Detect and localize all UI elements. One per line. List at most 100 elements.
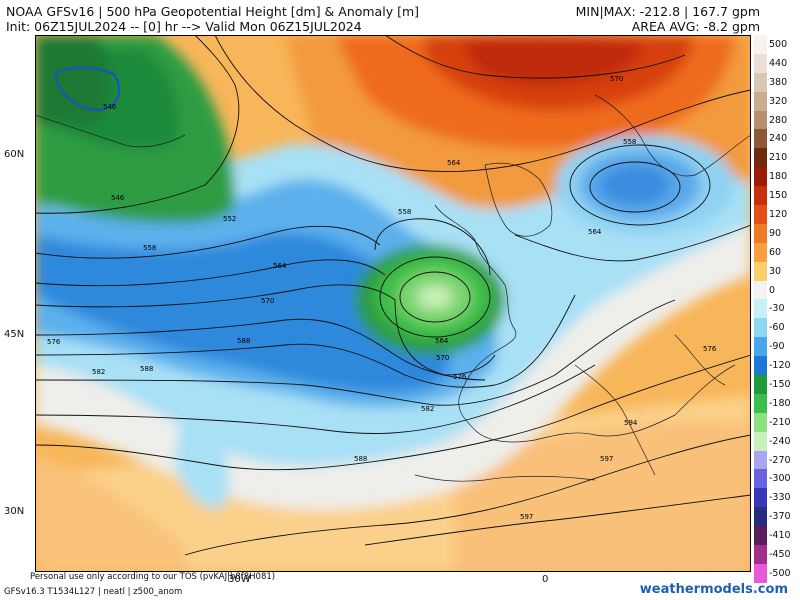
colorbar-swatch — [754, 431, 767, 451]
colorbar-label: -270 — [769, 454, 791, 466]
colorbar-label: -410 — [769, 530, 791, 542]
colorbar-entry: -240 — [752, 431, 800, 451]
anomaly-map: 546 546 552 558 564 570 576 582 588 594 … — [35, 35, 751, 572]
colorbar-swatch — [754, 186, 767, 206]
colorbar-swatch — [754, 526, 767, 546]
contour-label: 570 — [610, 75, 623, 83]
colorbar-entry: -210 — [752, 412, 800, 432]
colorbar-label: 90 — [769, 227, 782, 239]
colorbar-entry: -370 — [752, 507, 800, 527]
colorbar-entry: 30 — [752, 261, 800, 281]
model-info: GFSv16.3 T1534L127 | neatl | z500_anom — [4, 587, 183, 597]
colorbar-swatch — [754, 223, 767, 243]
colorbar-entry: -180 — [752, 393, 800, 413]
height-contours — [35, 35, 751, 556]
colorbar-entry: 210 — [752, 148, 800, 168]
colorbar-label: 240 — [769, 133, 788, 145]
colorbar-label: 500 — [769, 39, 788, 50]
colorbar-entry: 500 — [752, 35, 800, 54]
colorbar-entry: -270 — [752, 450, 800, 470]
contour-label: 564 — [435, 337, 449, 345]
colorbar-swatch — [754, 356, 767, 376]
contour-label: 588 — [140, 365, 153, 373]
colorbar-label: -240 — [769, 435, 791, 447]
site-link[interactable]: weathermodels.com — [639, 582, 788, 597]
contour-label: 594 — [624, 419, 638, 427]
colorbar-entry: -450 — [752, 545, 800, 564]
colorbar-entry: -150 — [752, 375, 800, 394]
lon-label-30w: 30W — [228, 574, 251, 585]
contour-label: 546 — [111, 194, 125, 202]
colorbar-swatch — [754, 110, 767, 130]
map-frame — [35, 35, 751, 572]
colorbar-swatch — [754, 507, 767, 527]
colorbar-swatch — [754, 280, 767, 300]
contour-label: 582 — [92, 368, 105, 376]
colorbar-entry: 90 — [752, 223, 800, 243]
colorbar-swatch — [754, 375, 767, 394]
colorbar-label: 380 — [769, 76, 788, 88]
colorbar-swatch — [754, 91, 767, 111]
lat-label-45n: 45N — [4, 329, 25, 340]
colorbar-swatch — [754, 242, 767, 262]
contour-label: 576 — [453, 373, 467, 381]
colorbar-swatch — [754, 261, 767, 281]
colorbar-entry: -30 — [752, 299, 800, 319]
colorbar-entry: -410 — [752, 526, 800, 546]
colorbar-label: -330 — [769, 492, 791, 504]
colorbar-swatch — [754, 167, 767, 187]
colorbar-swatch — [754, 469, 767, 489]
contour-label: 597 — [520, 513, 533, 521]
colorbar-label: 180 — [769, 171, 788, 183]
contour-labels: 546 546 552 558 564 570 576 582 588 594 … — [47, 75, 717, 521]
area-avg-readout: AREA AVG: -8.2 gpm — [631, 19, 760, 34]
colorbar-swatch — [754, 148, 767, 168]
map-title: NOAA GFSv16 | 500 hPa Geopotential Heigh… — [6, 4, 419, 19]
colorbar-label: -500 — [769, 567, 791, 579]
coastlines — [35, 94, 751, 482]
colorbar-swatch — [754, 450, 767, 470]
contour-label: 564 — [447, 159, 461, 167]
colorbar-swatch — [754, 299, 767, 319]
anomaly-shading — [35, 35, 751, 572]
colorbar-swatch — [754, 488, 767, 508]
colorbar-entry: -300 — [752, 469, 800, 489]
colorbar-swatch — [754, 412, 767, 432]
colorbar-label: -450 — [769, 549, 791, 561]
colorbar-entry: 0 — [752, 280, 800, 300]
colorbar-swatch — [754, 337, 767, 357]
colorbar-label: 120 — [769, 209, 788, 221]
map-stats-block: MIN|MAX: -212.8 | 167.7 gpm AREA AVG: -8… — [576, 4, 760, 34]
contour-label: 576 — [703, 345, 717, 353]
colorbar-swatch — [754, 545, 767, 564]
colorbar-swatch — [754, 53, 767, 73]
lat-label-60n: 60N — [4, 149, 25, 160]
tos-notice: Personal use only according to our TOS (… — [30, 572, 276, 582]
colorbar-swatch — [754, 563, 767, 583]
colorbar-label: 60 — [769, 246, 782, 258]
colorbar-label: 210 — [769, 152, 788, 164]
contour-label: 558 — [623, 138, 636, 146]
colorbar-label: -210 — [769, 416, 791, 428]
contour-label: 546 — [103, 103, 117, 111]
contour-label: 564 — [588, 228, 602, 236]
contour-label: 588 — [237, 337, 250, 345]
contour-label: 570 — [261, 297, 274, 305]
colorbar-label: 280 — [769, 114, 788, 126]
contour-label: 558 — [398, 208, 411, 216]
map-init-valid: Init: 06Z15JUL2024 -- [0] hr --> Valid M… — [6, 19, 362, 34]
colorbar-label: -180 — [769, 397, 791, 409]
colorbar-label: -150 — [769, 379, 791, 391]
contour-label: 552 — [223, 215, 236, 223]
contour-label: 558 — [143, 244, 156, 252]
lon-label-0: 0 — [542, 574, 549, 585]
colorbar-label: 320 — [769, 95, 788, 107]
colorbar-label: -120 — [769, 360, 791, 372]
colorbar-entry: -330 — [752, 488, 800, 508]
colorbar-label: -370 — [769, 511, 791, 523]
colorbar-entry: 120 — [752, 205, 800, 224]
colorbar-label: 0 — [769, 284, 776, 296]
contour-label: 588 — [354, 455, 367, 463]
colorbar-label: 150 — [769, 190, 788, 202]
colorbar-entry: 320 — [752, 91, 800, 111]
